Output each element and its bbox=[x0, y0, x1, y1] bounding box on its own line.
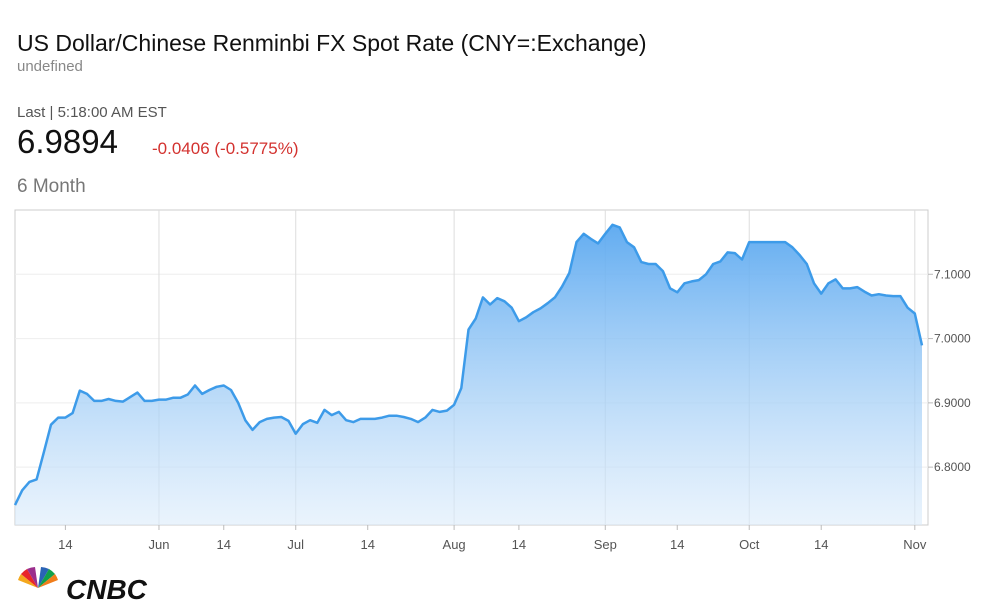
range-label: 6 Month bbox=[17, 176, 86, 197]
x-tick-label: 14 bbox=[58, 537, 72, 552]
x-tick-label: Aug bbox=[443, 537, 466, 552]
plot: 6.8000 6.9000 7.0000 7.1000 14 Jun 14 Jul 14 Aug 1… bbox=[13, 209, 971, 552]
change: -0.0406 (-0.5775%) bbox=[152, 139, 299, 158]
x-tick-label: 14 bbox=[217, 537, 231, 552]
last-time: Last | 5:18:00 AM EST bbox=[17, 104, 167, 121]
y-tick-label: 7.1000 bbox=[934, 267, 971, 281]
title: US Dollar/Chinese Renminbi FX Spot Rate … bbox=[17, 30, 647, 56]
x-tick-label: 14 bbox=[512, 537, 526, 552]
logo-icon bbox=[18, 567, 58, 588]
x-tick-label: 14 bbox=[670, 537, 684, 552]
logo-text: CNBC bbox=[66, 574, 148, 605]
area bbox=[15, 224, 922, 526]
x-tick-label: Nov bbox=[903, 537, 927, 552]
x-tick-label: Jul bbox=[287, 537, 304, 552]
x-tick-label: Oct bbox=[739, 537, 760, 552]
line bbox=[13, 223, 924, 506]
x-tick-label: Sep bbox=[594, 537, 617, 552]
x-tick-label: Jun bbox=[148, 537, 169, 552]
price: 6.9894 bbox=[17, 123, 118, 160]
y-tick-label: 6.8000 bbox=[934, 460, 971, 474]
x-tick-label: 14 bbox=[814, 537, 828, 552]
subtitle: undefined bbox=[17, 58, 83, 75]
y-tick-label: 6.9000 bbox=[934, 396, 971, 410]
y-tick-label: 7.0000 bbox=[934, 332, 971, 346]
x-tick-label: 14 bbox=[360, 537, 374, 552]
